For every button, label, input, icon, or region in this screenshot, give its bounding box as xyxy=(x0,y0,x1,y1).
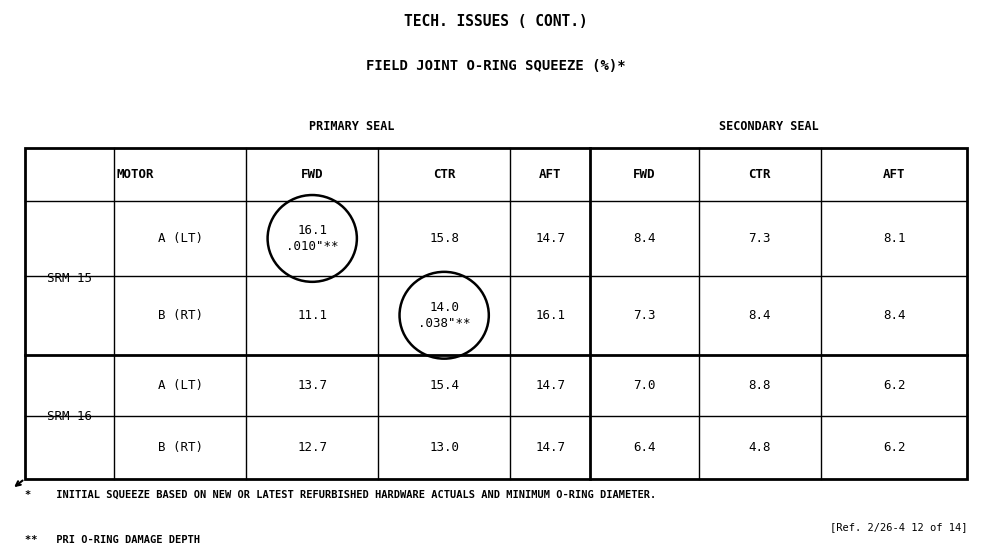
Text: 16.1
.010"**: 16.1 .010"** xyxy=(286,224,338,253)
Text: 14.0
.038"**: 14.0 .038"** xyxy=(418,301,470,330)
Text: 8.8: 8.8 xyxy=(749,379,771,392)
Text: 12.7: 12.7 xyxy=(298,441,327,454)
Text: 13.7: 13.7 xyxy=(298,379,327,392)
Text: [Ref. 2/26-4 12 of 14]: [Ref. 2/26-4 12 of 14] xyxy=(829,522,967,532)
Text: 14.7: 14.7 xyxy=(536,232,565,245)
Text: 8.4: 8.4 xyxy=(749,309,771,322)
Text: 8.4: 8.4 xyxy=(633,232,656,245)
Text: **   PRI O-RING DAMAGE DEPTH: ** PRI O-RING DAMAGE DEPTH xyxy=(25,535,199,545)
Text: CTR: CTR xyxy=(749,169,771,181)
Text: 14.7: 14.7 xyxy=(536,441,565,454)
Text: AFT: AFT xyxy=(539,169,561,181)
Text: A (LT): A (LT) xyxy=(158,379,202,392)
Text: CTR: CTR xyxy=(433,169,455,181)
Text: 6.4: 6.4 xyxy=(633,441,656,454)
Text: PRIMARY SEAL: PRIMARY SEAL xyxy=(310,120,395,133)
Text: 13.0: 13.0 xyxy=(430,441,459,454)
Text: 15.4: 15.4 xyxy=(430,379,459,392)
Text: TECH. ISSUES ( CONT.): TECH. ISSUES ( CONT.) xyxy=(404,14,588,29)
Text: SRM 16: SRM 16 xyxy=(47,410,92,423)
Text: 16.1: 16.1 xyxy=(536,309,565,322)
Text: FWD: FWD xyxy=(301,169,323,181)
Text: 7.3: 7.3 xyxy=(749,232,771,245)
Text: 7.3: 7.3 xyxy=(633,309,656,322)
Text: 11.1: 11.1 xyxy=(298,309,327,322)
Text: 8.1: 8.1 xyxy=(883,232,906,245)
Text: 6.2: 6.2 xyxy=(883,379,906,392)
Text: SECONDARY SEAL: SECONDARY SEAL xyxy=(719,120,818,133)
Text: 15.8: 15.8 xyxy=(430,232,459,245)
Text: SRM 15: SRM 15 xyxy=(47,272,92,284)
Text: 14.7: 14.7 xyxy=(536,379,565,392)
Text: 4.8: 4.8 xyxy=(749,441,771,454)
Text: FWD: FWD xyxy=(633,169,656,181)
Text: FIELD JOINT O-RING SQUEEZE (%)*: FIELD JOINT O-RING SQUEEZE (%)* xyxy=(366,59,626,73)
Text: B (RT): B (RT) xyxy=(158,309,202,322)
Text: A (LT): A (LT) xyxy=(158,232,202,245)
Text: AFT: AFT xyxy=(883,169,906,181)
Text: *    INITIAL SQUEEZE BASED ON NEW OR LATEST REFURBISHED HARDWARE ACTUALS AND MIN: * INITIAL SQUEEZE BASED ON NEW OR LATEST… xyxy=(25,490,656,500)
Text: 8.4: 8.4 xyxy=(883,309,906,322)
Text: 7.0: 7.0 xyxy=(633,379,656,392)
Text: MOTOR: MOTOR xyxy=(117,169,155,181)
Text: B (RT): B (RT) xyxy=(158,441,202,454)
Text: 6.2: 6.2 xyxy=(883,441,906,454)
